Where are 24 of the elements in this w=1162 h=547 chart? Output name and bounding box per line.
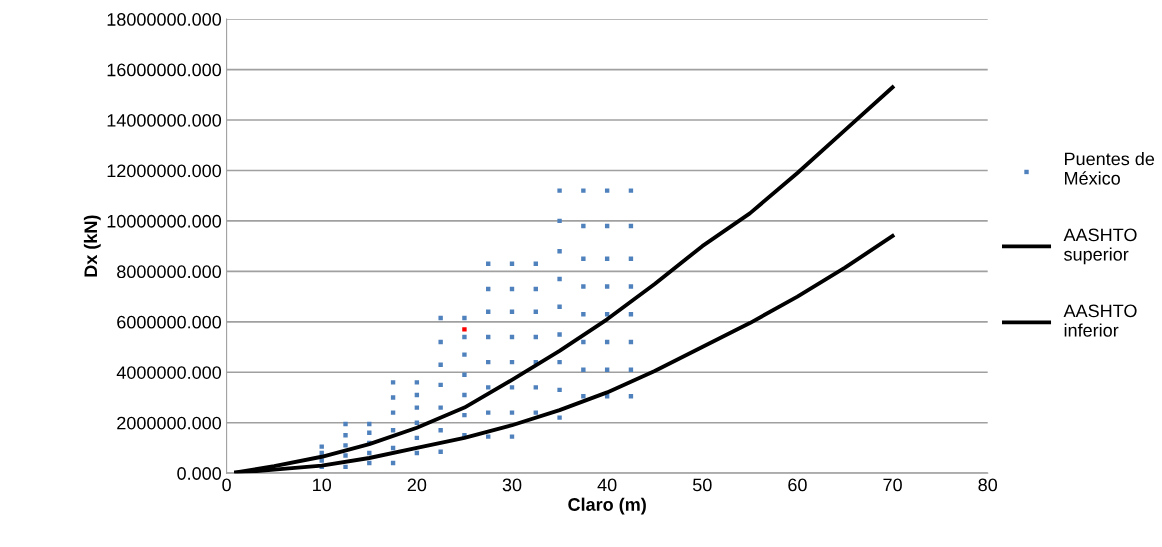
- y-tick-label: 2000000.000: [117, 416, 222, 430]
- y-axis-title: Dx (kN): [83, 215, 101, 277]
- y-tick-label: 14000000.000: [107, 113, 222, 127]
- y-tick-label: 16000000.000: [107, 63, 222, 77]
- x-tick-label: 50: [692, 478, 712, 492]
- legend-label: Puentes de México: [1065, 152, 1155, 185]
- y-tick-label: 0.000: [177, 467, 222, 480]
- x-tick-label: 10: [313, 478, 332, 492]
- y-tick-label: 4000000.000: [116, 366, 222, 379]
- y-tick-label: 10000000.000: [107, 214, 222, 228]
- legend-label: AASHTO inferior: [1063, 304, 1137, 337]
- x-tick-label: 0: [222, 478, 231, 492]
- y-tick-label: 8000000.000: [117, 265, 222, 279]
- y-tick-label: 18000000.000: [107, 13, 222, 26]
- x-tick-label: 80: [978, 478, 998, 492]
- x-tick-label: 60: [788, 478, 807, 492]
- x-tick-label: 30: [502, 478, 522, 492]
- legend-label: AASHTO superior: [1063, 228, 1137, 265]
- x-tick-label: 20: [407, 478, 427, 492]
- x-tick-label: 70: [883, 478, 902, 492]
- x-axis-title: Claro (m): [568, 497, 646, 515]
- y-tick-label: 6000000.000: [117, 315, 222, 329]
- x-tick-label: 40: [597, 478, 617, 492]
- y-tick-label: 12000000.000: [107, 164, 222, 178]
